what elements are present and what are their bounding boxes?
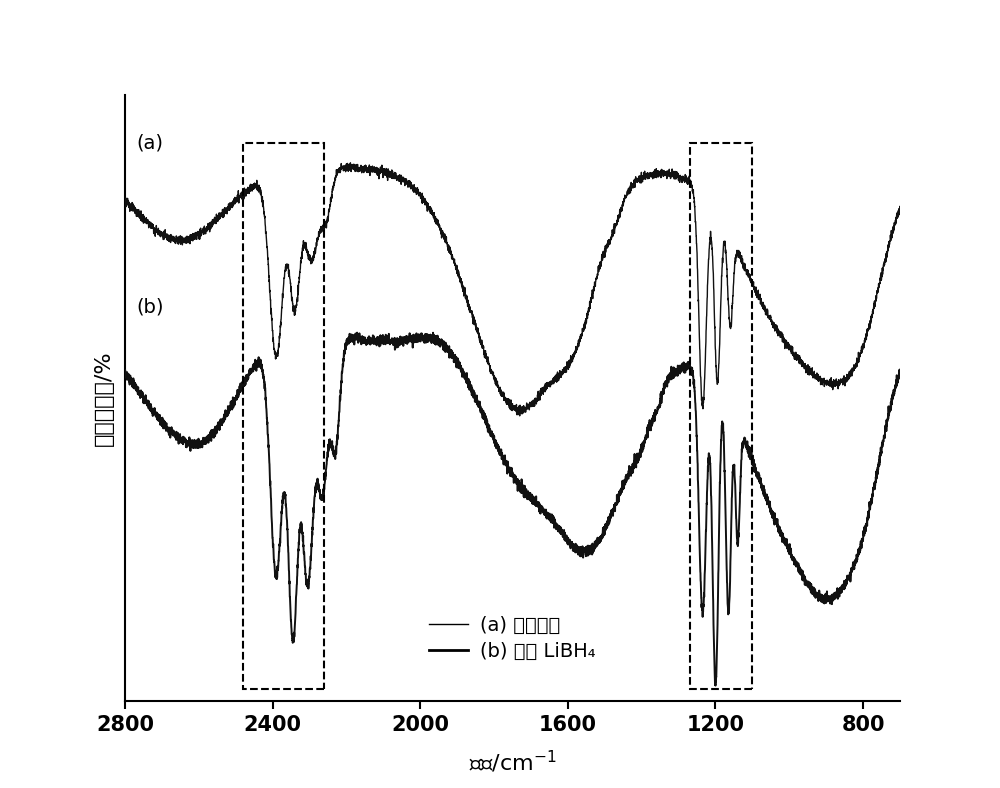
Text: (b): (b): [136, 297, 164, 317]
Text: (a): (a): [136, 134, 163, 153]
Legend: (a) 提纯产物, (b) 商业 LiBH₄: (a) 提纯产物, (b) 商业 LiBH₄: [429, 615, 595, 661]
Bar: [690, 143, 752, 690]
Y-axis label: 相对透过率/%: 相对透过率/%: [94, 350, 114, 446]
Bar: [243, 143, 324, 690]
X-axis label: 波数/cm$^{-1}$: 波数/cm$^{-1}$: [469, 749, 556, 775]
